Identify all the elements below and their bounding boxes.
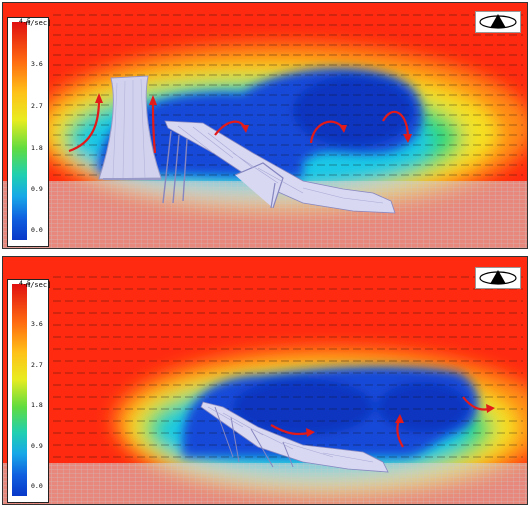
north-arrow-icon (475, 267, 521, 289)
legend-tick: 3.6 (31, 60, 43, 68)
north-arrow-icon (475, 11, 521, 33)
flow-panel-top: m/sec] 4.5 3.6 2.7 1.8 0.9 0.0 (2, 2, 528, 249)
velocity-field-top (3, 3, 527, 248)
legend-tick: 4.5 (19, 279, 31, 287)
vector-lines (53, 14, 523, 176)
cooling-tower (98, 75, 162, 180)
legend-tick: 0.0 (31, 482, 43, 490)
legend-tick: 0.0 (31, 226, 43, 234)
legend-tick: 3.6 (31, 320, 43, 328)
legend-tick: 0.9 (31, 442, 43, 450)
legend-unit: m/sec] (26, 19, 52, 27)
flow-panel-bottom: m/sec] 4.5 3.6 2.7 1.8 0.9 0.0 (2, 256, 528, 505)
legend-unit: m/sec] (26, 281, 52, 289)
legend-tick: 2.7 (31, 361, 43, 369)
ski-jump-ramp (200, 401, 389, 473)
velocity-legend-top: m/sec] 4.5 3.6 2.7 1.8 0.9 0.0 (7, 17, 52, 247)
legend-tick: 1.8 (31, 401, 43, 409)
legend-tick: 4.5 (19, 17, 31, 25)
legend-tick: 2.7 (31, 102, 43, 110)
color-scale-bar (12, 284, 27, 496)
velocity-legend-bottom: m/sec] 4.5 3.6 2.7 1.8 0.9 0.0 (7, 279, 52, 503)
legend-tick: 0.9 (31, 185, 43, 193)
color-scale-bar (12, 22, 27, 240)
ski-jump-ramp (162, 120, 396, 214)
velocity-field-bottom (3, 257, 527, 504)
legend-tick: 1.8 (31, 144, 43, 152)
